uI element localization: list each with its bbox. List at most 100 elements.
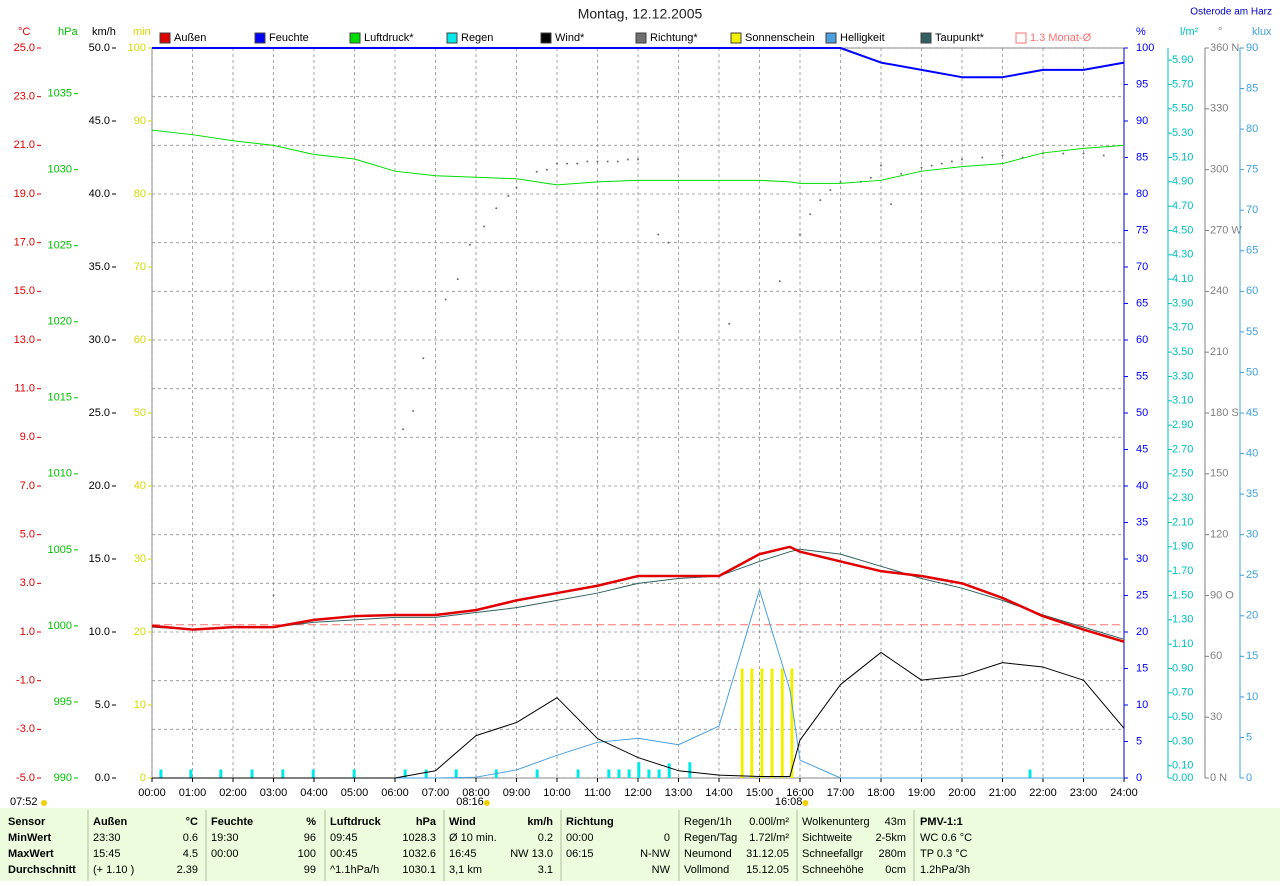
stats-cell: (+ 1.10 ) [93, 864, 134, 876]
y-tick-label: 300 [1210, 164, 1228, 176]
y-tick-label: 100 [1136, 42, 1154, 54]
y-tick-label: 30 [134, 553, 146, 565]
x-tick-label: 04:00 [300, 787, 328, 799]
y-tick-label: 1.50 [1172, 589, 1193, 601]
axis-unit: ° [1218, 26, 1222, 38]
bar [780, 668, 784, 778]
point [456, 278, 459, 281]
y-tick-label: 15 [1246, 650, 1258, 662]
y-tick-label: 40 [134, 480, 146, 492]
point [535, 170, 538, 173]
stats-cell: PMV-1:1 [920, 816, 963, 828]
y-tick-label: 90 [134, 115, 146, 127]
y-tick-label: 65 [1246, 245, 1258, 257]
y-tick-label: 4.50 [1172, 224, 1193, 236]
x-tick-label: 19:00 [908, 787, 936, 799]
stats-cell: 1032.6 [402, 848, 436, 860]
stats-cell: 0cm [885, 864, 906, 876]
point [444, 298, 447, 301]
y-tick-label: 1000 [48, 620, 72, 632]
bar [667, 763, 671, 778]
y-tick-label: 30.0 [89, 334, 110, 346]
sunrise-label: 07:52 [10, 796, 38, 808]
y-tick-label: 20 [1136, 626, 1148, 638]
bar [424, 769, 428, 778]
point [483, 225, 486, 228]
y-tick-label: 30 [1136, 553, 1148, 565]
y-tick-label: 2.70 [1172, 443, 1193, 455]
y-tick-label: 19.0 [14, 188, 35, 200]
x-tick-label: 00:00 [138, 787, 166, 799]
stats-cell: Sichtweite [802, 832, 852, 844]
y-tick-label: 100 [128, 42, 146, 54]
y-tick-label: 5.50 [1172, 103, 1193, 115]
y-tick-label: 40 [1246, 447, 1258, 459]
stats-cell: 2-5km [875, 832, 906, 844]
point [637, 158, 639, 161]
y-tick-label: -3.0 [16, 723, 35, 735]
y-tick-label: 1015 [48, 392, 72, 404]
point [576, 162, 579, 165]
legend-swatch [920, 32, 932, 44]
legend-swatch [825, 32, 837, 44]
axis-unit: min [133, 26, 151, 38]
y-tick-label: 55 [1136, 370, 1148, 382]
y-tick-label: 360 N [1210, 42, 1239, 54]
stats-cell: 16:45 [449, 848, 477, 860]
y-tick-label: 45.0 [89, 115, 110, 127]
x-tick-label: 03:00 [260, 787, 288, 799]
y-tick-label: 4.10 [1172, 273, 1193, 285]
bar [647, 769, 651, 778]
axis-unit: °C [18, 26, 30, 38]
stats-header: km/h [527, 816, 553, 828]
point [1102, 154, 1105, 157]
stats-cell: 3,1 km [449, 864, 482, 876]
bar [637, 762, 641, 778]
stats-cell: 1028.3 [402, 832, 436, 844]
legend-swatch [635, 32, 647, 44]
axis-unit: km/h [92, 26, 116, 38]
y-tick-label: 1.90 [1172, 541, 1193, 553]
y-tick-label: 50 [1246, 366, 1258, 378]
point [606, 160, 609, 163]
stats-cell: 19:30 [211, 832, 239, 844]
y-tick-label: 15.0 [14, 285, 35, 297]
y-tick-label: -1.0 [16, 675, 35, 687]
stats-cell: Durchschnitt [8, 864, 76, 876]
bar [403, 769, 407, 778]
point [778, 280, 781, 283]
y-tick-label: 0.50 [1172, 711, 1193, 723]
y-tick-label: 1.30 [1172, 614, 1193, 626]
stats-cell: 23:30 [93, 832, 121, 844]
x-tick-label: 15:00 [746, 787, 774, 799]
legend-label: Helligkeit [840, 32, 885, 44]
point [950, 160, 953, 163]
stats-cell: 280m [878, 848, 906, 860]
x-tick-label: 16:00 [786, 787, 814, 799]
legend-label: Richtung* [650, 32, 698, 44]
sun-time: 08:16 [456, 796, 484, 808]
stats-cell: WC 0.6 °C [920, 832, 972, 844]
series-line [152, 651, 1125, 779]
stats-header: Sensor [8, 816, 46, 828]
y-tick-label: 1030 [48, 164, 72, 176]
legend-label: Außen [174, 32, 206, 44]
y-tick-label: 1035 [48, 88, 72, 100]
x-tick-label: 17:00 [827, 787, 855, 799]
x-tick-label: 06:00 [381, 787, 409, 799]
y-tick-label: 25 [1136, 589, 1148, 601]
bar [250, 769, 254, 778]
sun-icon [41, 800, 47, 806]
y-tick-label: 35 [1246, 488, 1258, 500]
y-tick-label: 5.0 [20, 529, 35, 541]
y-tick-label: 0.10 [1172, 760, 1193, 772]
point [869, 176, 872, 179]
stats-cell: Schneefallgr [802, 848, 863, 860]
y-tick-label: 3.70 [1172, 322, 1193, 334]
legend-swatch [1015, 32, 1027, 44]
y-tick-label: 60 [134, 334, 146, 346]
y-tick-label: 1020 [48, 316, 72, 328]
y-tick-label: 25.0 [89, 407, 110, 419]
y-tick-label: 240 [1210, 285, 1228, 297]
y-tick-label: 5.30 [1172, 127, 1193, 139]
